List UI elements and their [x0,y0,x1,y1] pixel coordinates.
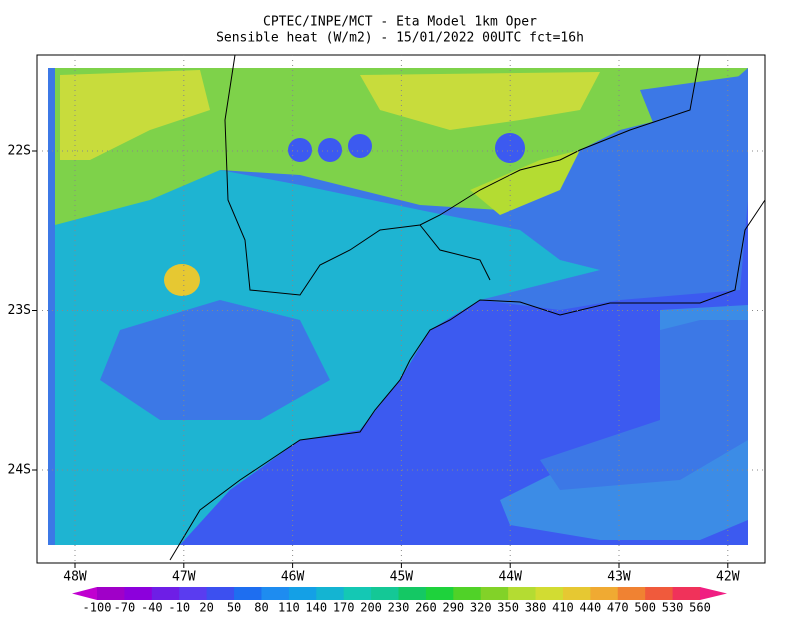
field-region [470,150,580,215]
colorbar-box [617,587,646,600]
colorbar-box [206,587,235,600]
title-line: CPTEC/INPE/MCT - Eta Model 1km Oper [263,15,537,30]
colorbar-box [398,587,427,600]
colorbar-label: 380 [525,601,547,615]
title-line: Sensible heat (W/m2) - 15/01/2022 00UTC … [216,31,584,46]
colorbar-box [316,587,345,600]
colorbar-box [124,587,153,600]
colorbar-label: -100 [83,601,112,615]
colorbar-box [562,587,591,600]
field [48,68,748,545]
colorbar-box [371,587,399,600]
colorbar-label: 170 [333,601,355,615]
colorbar-label: 290 [442,601,464,615]
colorbar-label: 560 [689,601,711,615]
field-region [360,72,600,130]
state-border [224,54,701,296]
colorbar-box [453,587,482,600]
x-tick-label: 45W [390,570,414,585]
colorbar-under [72,587,97,600]
colorbar-label: 140 [305,601,327,615]
colorbar-box [672,587,701,600]
colorbar-label: 260 [415,601,437,615]
colorbar-box [234,587,262,600]
y-tick-label: 24S [8,463,31,478]
y-tick-label: 22S [8,144,31,159]
y-tick-label: 23S [8,303,31,318]
x-tick-label: 48W [63,570,87,585]
colorbar-label: 320 [470,601,492,615]
colorbar-box [261,587,290,600]
x-tick-label: 44W [498,570,522,585]
colorbar-label: -40 [141,601,163,615]
colorbar-label: 530 [662,601,684,615]
colorbar-box [288,587,317,600]
colorbar-label: 80 [254,601,268,615]
colorbar-label: 410 [552,601,574,615]
x-tick-label: 46W [281,570,305,585]
colorbar-label: 470 [607,601,629,615]
colorbar-label: 500 [634,601,656,615]
colorbar-label: 350 [497,601,519,615]
field-spot [164,264,200,296]
colorbar-box [645,587,674,600]
x-tick-label: 42W [716,570,740,585]
colorbar-label: 440 [580,601,602,615]
colorbar-label: 20 [199,601,213,615]
colorbar-box [179,587,208,600]
field-region [55,170,600,545]
field-region [640,75,748,200]
colorbar-over [700,587,727,600]
colorbar-box [343,587,372,600]
colorbar-label: 110 [278,601,300,615]
colorbar-box [508,587,537,600]
colorbar-box [590,587,619,600]
ocean-band [540,320,748,490]
x-tick-label: 43W [607,570,631,585]
coastline [169,199,766,561]
colorbar-label: 230 [388,601,410,615]
field-region [60,70,210,160]
colorbar-box [535,587,564,600]
colorbar-box [151,587,180,600]
colorbar-label: -10 [168,601,190,615]
x-tick-label: 47W [172,570,196,585]
colorbar-label: 200 [360,601,382,615]
colorbar-label: 50 [227,601,241,615]
field-region [100,300,330,420]
field-spot [348,134,372,158]
colorbar-box [425,587,454,600]
field-spot [288,138,312,162]
field-spot [318,138,342,162]
field-spot [495,133,525,163]
colorbar-label: -70 [114,601,136,615]
colorbar-box [97,587,125,600]
colorbar-box [480,587,509,600]
